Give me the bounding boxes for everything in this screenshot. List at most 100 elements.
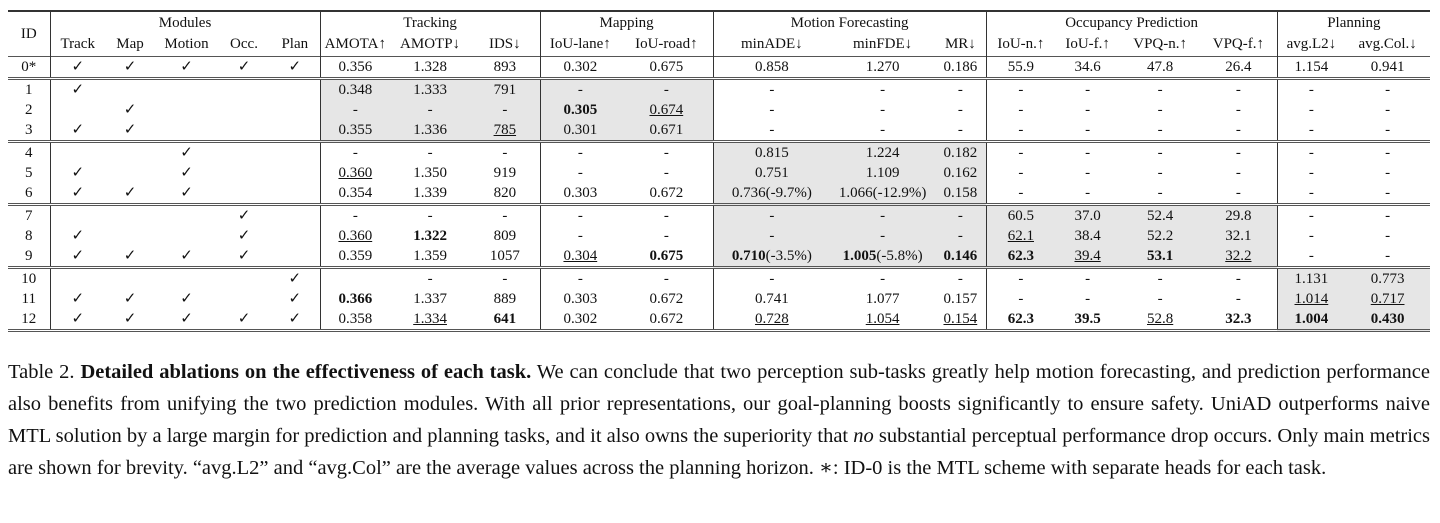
metric-cell: 820	[470, 183, 541, 205]
metric-value: 0.157	[943, 290, 978, 307]
module-cell-map: ✓	[105, 57, 155, 79]
column-header: avg.L2↓	[1286, 36, 1337, 52]
row-id: 3	[8, 120, 51, 142]
metric-cell: 0.302	[540, 57, 620, 79]
caption-text-2: substantial perceptual performance drop …	[8, 425, 1430, 479]
column-header: MR↓	[935, 34, 987, 57]
module-cell-track	[50, 268, 105, 290]
metric-value: 0.815	[754, 144, 789, 161]
metric-value: 0.728	[754, 310, 789, 327]
metric-value: 0.355	[338, 121, 373, 138]
metric-value: 32.3	[1225, 310, 1252, 327]
metric-value: -	[1157, 144, 1163, 161]
module-cell-track: ✓	[50, 163, 105, 183]
module-cell-motion: ✓	[155, 142, 218, 164]
check-icon: ✓	[71, 246, 85, 264]
metric-value: 38.4	[1074, 227, 1101, 244]
metric-value: -	[1018, 101, 1024, 118]
metric-value: -	[1157, 121, 1163, 138]
metric-cell: -	[935, 226, 987, 246]
metric-value: -	[1235, 101, 1241, 118]
metric-cell: -	[540, 163, 620, 183]
metric-value: -	[957, 81, 963, 98]
metric-value: -	[1235, 121, 1241, 138]
check-icon: ✓	[123, 57, 137, 75]
metric-cell: -	[713, 120, 830, 142]
metric-cell: -	[935, 204, 987, 226]
caption-title: Detailed ablations on the effectiveness …	[80, 361, 532, 383]
metric-value: 0.358	[338, 310, 373, 327]
metric-value: -	[1085, 121, 1091, 138]
metric-cell: -	[1345, 163, 1430, 183]
table-row: 10 ✓ - - - - - - - - - - - 1.131 0.773	[8, 267, 1431, 290]
metric-cell: -	[390, 142, 470, 164]
metric-value: -	[769, 207, 775, 224]
metric-cell: 0.858	[713, 57, 830, 79]
metric-value: -	[1085, 270, 1091, 287]
metric-cell: -	[1055, 120, 1120, 142]
metric-value: 60.5	[1007, 207, 1034, 224]
metric-value: -	[663, 81, 669, 98]
metric-value: 32.1	[1225, 227, 1252, 244]
metric-value: 0.672	[649, 310, 684, 327]
metric-cell: 0.305	[540, 100, 621, 120]
column-header: Motion	[164, 36, 209, 52]
row-id: 7	[8, 204, 51, 226]
check-icon: ✓	[180, 183, 193, 201]
metric-cell: -	[540, 205, 620, 227]
metric-value: 39.4	[1074, 247, 1101, 264]
metric-cell: -	[470, 141, 541, 163]
metric-cell: -	[1277, 79, 1345, 101]
metric-cell: 0.303	[540, 289, 620, 309]
metric-value: 0.303	[563, 290, 598, 307]
header-group-modules: Modules	[50, 11, 321, 34]
module-cell-occ	[218, 163, 270, 183]
metric-value: 52.4	[1147, 207, 1174, 224]
metric-cell: -	[620, 226, 714, 246]
metric-value: 0.674	[649, 101, 684, 118]
metric-value: -	[880, 227, 886, 244]
column-header: minADE↓	[741, 36, 803, 52]
metric-value: -	[1308, 227, 1314, 244]
metric-cell: -	[1345, 100, 1430, 120]
metric-value: -	[957, 101, 963, 118]
metric-value: -	[880, 101, 886, 118]
metric-value: 1.154	[1294, 58, 1329, 75]
metric-cell: 0.710(-3.5%)	[713, 246, 831, 268]
module-cell-map	[105, 142, 155, 164]
row-id: 8	[8, 226, 51, 246]
metric-cell: -	[1055, 268, 1120, 290]
metric-value: -	[769, 121, 775, 138]
metric-cell: 62.1	[986, 226, 1056, 246]
metric-cell: -	[1277, 226, 1345, 246]
metric-cell: 0.302	[540, 309, 620, 331]
metric-value: 0.675	[649, 58, 684, 75]
metric-value: 0.751	[754, 164, 789, 181]
metric-value: 1.334	[413, 310, 447, 327]
metric-cell: -	[1277, 163, 1345, 183]
module-cell-plan	[270, 246, 321, 268]
check-icon: ✓	[288, 269, 302, 287]
metric-cell: 1.359	[390, 246, 470, 268]
metric-value: 0.182	[943, 144, 978, 161]
metric-cell: -	[620, 141, 714, 163]
metric-cell: 32.1	[1200, 226, 1278, 246]
metric-cell: 32.3	[1200, 309, 1278, 331]
metric-cell: 0.358	[320, 309, 390, 331]
table-row: 5 ✓ ✓ 0.360 1.350 919 - - 0.751 1.109 0.162 - - - - - -	[8, 163, 1430, 183]
metric-value: 47.8	[1147, 58, 1174, 75]
metric-cell: 1.054	[830, 309, 935, 331]
metric-cell: -	[986, 79, 1055, 101]
metric-cell: -	[1120, 120, 1200, 142]
metric-value: 1.004	[1294, 310, 1329, 327]
metric-value: 0.360	[338, 227, 373, 244]
metric-cell: -	[1277, 142, 1345, 164]
metric-value: 0.710	[731, 247, 766, 264]
metric-value: -	[1235, 290, 1241, 307]
metric-cell	[320, 268, 390, 290]
metric-cell: -	[1120, 100, 1200, 120]
module-cell-plan	[270, 78, 321, 100]
metric-value: 919	[493, 164, 517, 181]
metric-value: 1.014	[1294, 290, 1329, 307]
column-header: IoU-n.↑	[997, 36, 1045, 52]
